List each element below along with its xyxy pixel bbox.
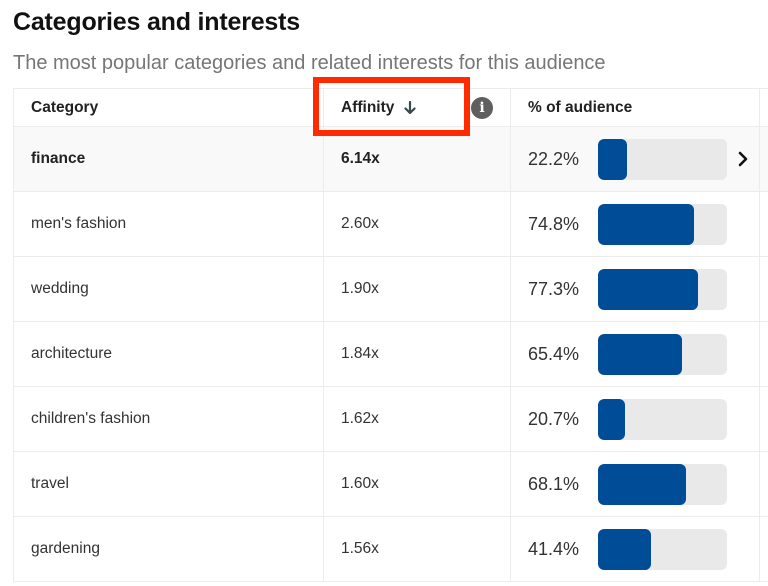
column-header-affinity[interactable]: Affinity i bbox=[324, 89, 511, 126]
audience-bar-fill bbox=[598, 399, 625, 440]
affinity-cell: 1.56x bbox=[324, 517, 511, 581]
affinity-cell: 6.14x bbox=[324, 127, 511, 191]
table-row[interactable]: architecture 1.84x 65.4% bbox=[14, 322, 768, 387]
column-header-label: Category bbox=[31, 98, 99, 116]
table-row[interactable]: gardening 1.56x 41.4% bbox=[14, 517, 768, 582]
info-icon[interactable]: i bbox=[471, 97, 493, 119]
extra-cell bbox=[760, 192, 768, 256]
audience-cell: 74.8% bbox=[511, 192, 760, 256]
audience-percent: 77.3% bbox=[528, 278, 580, 299]
category-cell: children's fashion bbox=[14, 387, 324, 451]
audience-percent: 41.4% bbox=[528, 538, 580, 559]
extra-cell bbox=[760, 387, 768, 451]
audience-percent: 65.4% bbox=[528, 343, 580, 364]
table-row[interactable]: children's fashion 1.62x 20.7% bbox=[14, 387, 768, 452]
audience-bar-fill bbox=[598, 464, 686, 505]
arrow-down-icon[interactable] bbox=[404, 100, 416, 115]
affinity-cell: 1.90x bbox=[324, 257, 511, 321]
audience-cell: 65.4% bbox=[511, 322, 760, 386]
audience-percent: 74.8% bbox=[528, 213, 580, 234]
table-row[interactable]: finance 6.14x 22.2% bbox=[14, 127, 768, 192]
column-header-label: Affinity bbox=[341, 98, 395, 116]
category-cell: architecture bbox=[14, 322, 324, 386]
section-title: Categories and interests bbox=[13, 8, 300, 36]
extra-cell bbox=[760, 257, 768, 321]
audience-bar bbox=[598, 464, 727, 505]
table-row[interactable]: wedding 1.90x 77.3% bbox=[14, 257, 768, 322]
column-header-label: % of audience bbox=[528, 98, 633, 116]
extra-cell bbox=[760, 452, 768, 516]
category-cell: men's fashion bbox=[14, 192, 324, 256]
audience-cell: 41.4% bbox=[511, 517, 760, 581]
audience-bar bbox=[598, 269, 727, 310]
column-header-category[interactable]: Category bbox=[14, 89, 324, 126]
affinity-cell: 1.84x bbox=[324, 322, 511, 386]
chevron-right-icon[interactable] bbox=[734, 150, 752, 168]
categories-table: Category Affinity i % of audience financ… bbox=[13, 88, 768, 582]
audience-bar-fill bbox=[598, 529, 652, 570]
category-cell: finance bbox=[14, 127, 324, 191]
audience-cell: 68.1% bbox=[511, 452, 760, 516]
audience-percent: 68.1% bbox=[528, 473, 580, 494]
audience-cell: 20.7% bbox=[511, 387, 760, 451]
audience-bar-fill bbox=[598, 269, 698, 310]
category-cell: wedding bbox=[14, 257, 324, 321]
extra-cell bbox=[760, 322, 768, 386]
column-header-audience[interactable]: % of audience bbox=[511, 89, 760, 126]
extra-cell bbox=[760, 127, 768, 191]
audience-bar bbox=[598, 139, 727, 180]
section-subtitle: The most popular categories and related … bbox=[13, 52, 606, 74]
audience-cell: 77.3% bbox=[511, 257, 760, 321]
audience-bar bbox=[598, 204, 727, 245]
audience-bar-fill bbox=[598, 334, 683, 375]
table-header-row: Category Affinity i % of audience bbox=[14, 89, 768, 127]
table-row[interactable]: men's fashion 2.60x 74.8% bbox=[14, 192, 768, 257]
column-header-extra bbox=[760, 89, 768, 126]
audience-cell: 22.2% bbox=[511, 127, 760, 191]
audience-bar-fill bbox=[598, 204, 695, 245]
affinity-cell: 1.62x bbox=[324, 387, 511, 451]
table-row[interactable]: travel 1.60x 68.1% bbox=[14, 452, 768, 517]
audience-bar bbox=[598, 399, 727, 440]
audience-bar bbox=[598, 529, 727, 570]
category-cell: travel bbox=[14, 452, 324, 516]
extra-cell bbox=[760, 517, 768, 581]
audience-percent: 20.7% bbox=[528, 408, 580, 429]
audience-percent: 22.2% bbox=[528, 148, 580, 169]
audience-bar bbox=[598, 334, 727, 375]
category-cell: gardening bbox=[14, 517, 324, 581]
affinity-cell: 2.60x bbox=[324, 192, 511, 256]
affinity-cell: 1.60x bbox=[324, 452, 511, 516]
audience-bar-fill bbox=[598, 139, 627, 180]
